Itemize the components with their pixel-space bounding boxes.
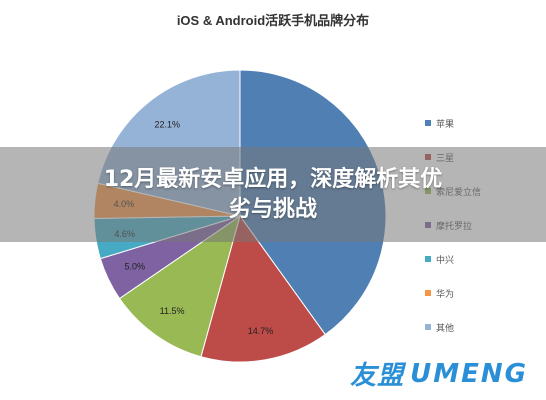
pie-data-label: 14.7% — [248, 326, 274, 336]
legend-item: 中兴 — [425, 252, 535, 266]
legend-item: 华为 — [425, 286, 535, 300]
watermark-cn: 友盟 — [350, 361, 405, 391]
legend-label: 苹果 — [436, 118, 455, 129]
legend-item: 苹果 — [425, 116, 535, 130]
pie-slice — [200, 214, 326, 363]
legend-label: 中兴 — [436, 254, 455, 265]
legend-label: 华为 — [436, 288, 455, 299]
legend-swatch — [425, 256, 431, 262]
legend-swatch — [425, 324, 431, 330]
legend-label: 其他 — [436, 322, 455, 333]
headline-banner: 12月最新安卓应用，深度解析其优 劣与挑战 — [0, 147, 546, 242]
chart-title: iOS & Android活跃手机品牌分布 — [176, 13, 370, 28]
legend-swatch — [425, 290, 431, 296]
headline-line-1: 12月最新安卓应用，深度解析其优 — [103, 166, 443, 192]
headline-line-2: 劣与挑战 — [228, 196, 317, 222]
umeng-watermark-logo: 友盟 UMENG — [350, 355, 528, 392]
pie-data-label: 11.5% — [160, 306, 185, 316]
watermark-latin: UMENG — [410, 358, 528, 389]
pie-data-label: 22.1% — [155, 120, 181, 130]
legend-swatch — [425, 120, 431, 126]
pie-slice — [118, 214, 241, 358]
pie-data-label: 5.0% — [124, 262, 145, 272]
legend-item: 其他 — [425, 320, 535, 334]
